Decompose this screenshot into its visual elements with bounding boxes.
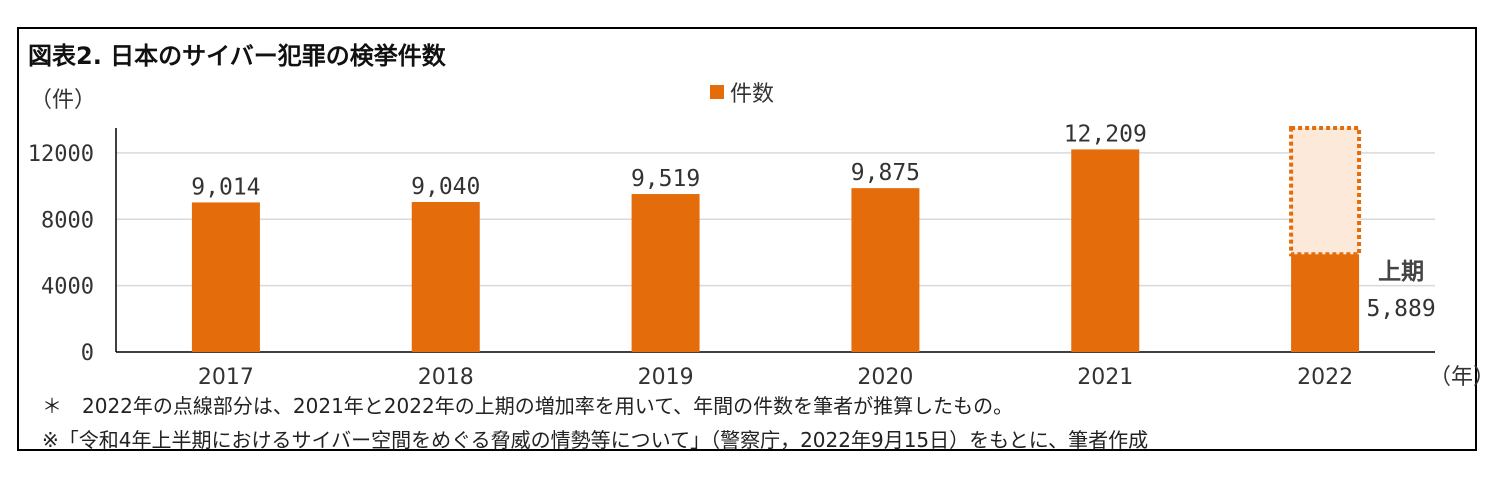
x-tick-label: 2017 [198,365,254,390]
bar [411,202,480,352]
bar [1291,254,1360,352]
chart-title: 図表2. 日本のサイバー犯罪の検挙件数 [28,42,446,70]
y-axis-unit: （件） [30,88,97,113]
x-tick-label: 2018 [418,365,474,390]
x-tick-label: 2019 [638,365,694,390]
bar [1071,149,1140,352]
legend-label: 件数 [730,82,775,107]
x-axis-unit: （年） [1429,365,1495,390]
bar [851,188,920,352]
data-label: 9,519 [631,166,700,192]
data-label: 5,889 [1366,296,1435,322]
y-tick-label: 12000 [28,142,94,167]
bar [191,202,260,352]
legend: 件数 [710,76,774,108]
bar [631,194,700,352]
x-tick-label: 2021 [1077,365,1133,390]
x-tick-label: 2020 [857,365,913,390]
footnote-estimate: ＊ 2022年の点線部分は、2021年と2022年の上期の増加率を用いて、年間の… [42,394,1014,418]
data-label: 9,875 [851,160,920,186]
data-label: 9,040 [411,174,480,200]
y-tick-label: 4000 [41,275,94,300]
estimate-bar [1289,126,1362,257]
legend-swatch [710,85,724,99]
data-label: 12,209 [1064,121,1147,147]
x-tick-label: 2022 [1297,365,1353,390]
y-tick-label: 8000 [41,208,94,233]
chart-frame [17,27,1477,451]
y-tick-label: 0 [81,341,94,366]
footnote-source: ※「令和4年上半期におけるサイバー空間をめぐる脅威の情勢等について」（警察庁，2… [42,428,1149,452]
data-label: 9,014 [191,174,260,200]
bar-annotation: 上期 [1378,259,1424,285]
